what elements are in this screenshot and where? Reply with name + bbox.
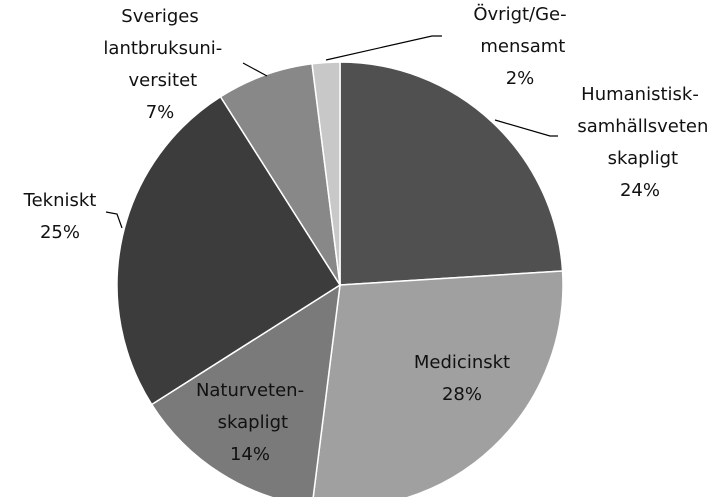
leader-line (242, 62, 268, 77)
value-label: 28% (442, 384, 482, 405)
pie-slice (116, 95, 342, 406)
pie-slice (339, 61, 564, 286)
category-label: Tekniskt (23, 190, 97, 211)
value-label: 24% (620, 180, 660, 201)
leader-line (105, 211, 123, 229)
value-label: 25% (40, 222, 80, 243)
value-label: 14% (230, 444, 270, 465)
pie-slice (311, 61, 341, 286)
value-label: 2% (506, 68, 535, 89)
leader-line (325, 35, 442, 61)
pie-slice (150, 283, 341, 497)
category-label: Naturveten- skapligt (196, 380, 304, 433)
pie-slice (312, 270, 564, 497)
category-label: Humanistisk- samhällsveten skapligt (572, 84, 709, 169)
category-label: Sveriges lantbruksuni- versitet (98, 6, 223, 91)
leader-line (494, 119, 558, 137)
category-label: Övrigt/Ge- mensamt (473, 3, 566, 57)
value-label: 7% (146, 102, 175, 123)
category-label: Medicinskt (414, 352, 510, 373)
